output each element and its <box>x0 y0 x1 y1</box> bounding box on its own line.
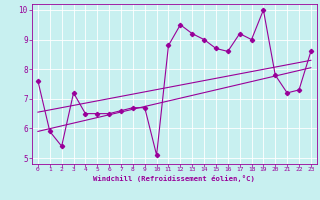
X-axis label: Windchill (Refroidissement éolien,°C): Windchill (Refroidissement éolien,°C) <box>93 175 255 182</box>
